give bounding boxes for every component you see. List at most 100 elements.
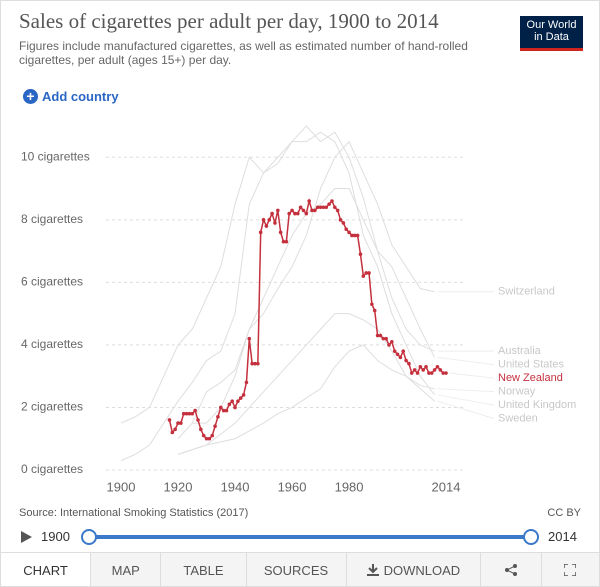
- data-point: [204, 436, 209, 441]
- timeline-start-handle[interactable]: [81, 529, 97, 545]
- tab[interactable]: MAP: [91, 553, 162, 586]
- data-point: [415, 371, 420, 375]
- y-tick-label: 2 cigarettes: [21, 400, 83, 414]
- timeline-end-label: 2014: [548, 529, 577, 544]
- data-point: [435, 365, 440, 369]
- add-country-button[interactable]: + Add country: [23, 89, 119, 104]
- data-point: [341, 221, 346, 225]
- x-tick-label: 1940: [221, 479, 250, 494]
- data-point: [390, 339, 394, 344]
- data-point: [293, 211, 297, 216]
- data-point: [176, 421, 180, 425]
- source-note[interactable]: Source: International Smoking Statistics…: [19, 507, 249, 519]
- tab-label: TABLE: [183, 562, 224, 578]
- data-point: [429, 371, 434, 375]
- data-point: [247, 336, 252, 341]
- series-line: [168, 198, 446, 440]
- data-point: [398, 355, 403, 360]
- series-line: [120, 125, 436, 462]
- x-tick-label: 1960: [278, 479, 307, 494]
- data-point: [432, 368, 437, 372]
- data-point: [230, 399, 234, 404]
- data-point: [355, 233, 360, 238]
- data-point: [338, 218, 343, 222]
- tab[interactable]: TABLE: [161, 553, 247, 586]
- data-point: [278, 230, 283, 235]
- data-point: [395, 352, 400, 357]
- tab-label: CHART: [23, 562, 68, 578]
- data-point: [224, 408, 229, 413]
- data-point: [358, 252, 363, 257]
- x-tick-label: 1980: [335, 479, 364, 494]
- data-point: [438, 368, 443, 372]
- share-icon: [504, 564, 517, 576]
- data-point: [216, 415, 220, 419]
- data-point: [315, 205, 320, 210]
- data-point: [244, 380, 249, 385]
- data-point: [250, 361, 254, 366]
- data-point: [310, 208, 314, 213]
- label-connector: [437, 394, 495, 406]
- series-line: [177, 188, 435, 440]
- chart-subtitle: Figures include manufactured cigarettes,…: [19, 39, 468, 67]
- data-point: [307, 199, 311, 203]
- timeline-end-handle[interactable]: [523, 529, 539, 545]
- data-point: [387, 343, 391, 347]
- data-point: [384, 336, 388, 341]
- data-point: [313, 208, 317, 213]
- series-label: Norway: [498, 386, 536, 398]
- y-tick-label: 4 cigarettes: [21, 337, 83, 351]
- data-point: [213, 424, 217, 429]
- share-button[interactable]: [481, 553, 542, 586]
- series-label: Australia: [498, 345, 542, 357]
- tab[interactable]: CHART: [1, 553, 92, 586]
- download-icon: [366, 564, 379, 576]
- label-connector: [437, 388, 495, 393]
- label-connector: [437, 356, 495, 366]
- tab-bar: CHART MAP TABLE SOURCES DOWNLOAD: [1, 552, 599, 586]
- data-point: [318, 205, 323, 210]
- data-point: [361, 274, 366, 278]
- series-label: United Kingdom: [498, 399, 576, 411]
- tab[interactable]: SOURCES: [247, 553, 347, 586]
- plot: 0 cigarettes 2 cigarettes 4 cigarettes 6 ci…: [21, 125, 576, 494]
- data-point: [441, 371, 445, 375]
- data-point: [184, 411, 189, 416]
- data-point: [321, 205, 326, 210]
- data-point: [173, 427, 177, 432]
- data-point: [187, 411, 192, 416]
- logo[interactable]: Our World in Data: [520, 16, 583, 51]
- data-point: [330, 199, 334, 203]
- y-tick-label: 8 cigarettes: [21, 212, 83, 226]
- play-button[interactable]: [21, 531, 32, 543]
- fullscreen-button[interactable]: [542, 553, 599, 586]
- data-point: [201, 433, 206, 438]
- data-point: [409, 371, 414, 375]
- data-point: [444, 371, 448, 375]
- data-point: [298, 205, 303, 210]
- data-point: [256, 361, 260, 366]
- data-point: [287, 211, 292, 216]
- data-point: [344, 227, 349, 231]
- data-point: [233, 405, 237, 410]
- data-point: [350, 233, 354, 238]
- data-point: [304, 211, 309, 216]
- logo-line: Our World: [526, 19, 577, 31]
- data-point: [418, 365, 423, 369]
- y-tick-label: 0 cigarettes: [21, 462, 83, 476]
- series-line: [120, 131, 435, 424]
- data-point: [407, 361, 411, 366]
- data-point: [375, 333, 380, 338]
- series-label: United States: [498, 359, 565, 371]
- data-point: [370, 302, 374, 307]
- license[interactable]: CC BY: [547, 507, 581, 519]
- logo-line: in Data: [534, 31, 569, 43]
- x-tick-label: 1900: [107, 479, 136, 494]
- data-point: [267, 218, 272, 222]
- data-point: [258, 230, 263, 235]
- data-point: [324, 205, 329, 210]
- data-point: [364, 271, 368, 275]
- data-point: [335, 208, 340, 213]
- data-point: [421, 368, 425, 372]
- tab[interactable]: DOWNLOAD: [347, 553, 482, 586]
